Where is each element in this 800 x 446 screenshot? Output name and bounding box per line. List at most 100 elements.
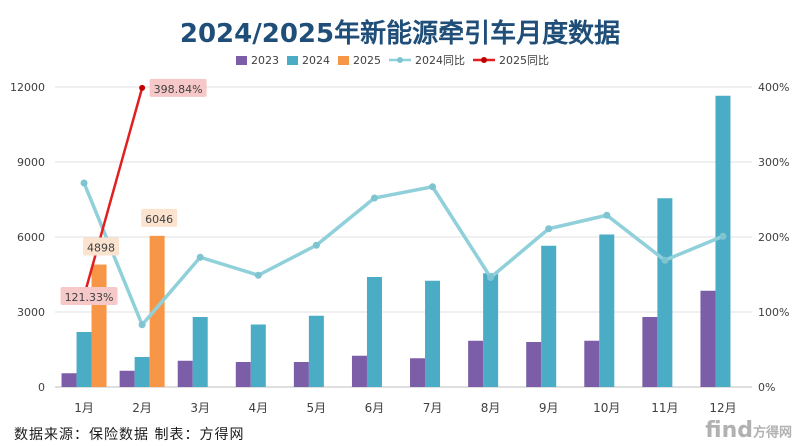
- point-2024同比: [661, 256, 669, 264]
- legend-label: 2023: [251, 54, 279, 67]
- legend-item: 2024: [287, 54, 330, 67]
- bar-2025-label-text: 6046: [145, 213, 173, 226]
- legend-item: 2025: [338, 54, 381, 67]
- bar-2025: [91, 264, 107, 387]
- line-2025-label-text: 121.33%: [65, 291, 114, 304]
- bar-2025-label-text: 4898: [87, 242, 115, 255]
- line-2025-label-box: [149, 78, 207, 97]
- left-tick-label: 0: [38, 381, 45, 394]
- legend-swatch: [236, 56, 247, 65]
- bar-2025-label: 6046: [141, 208, 178, 227]
- line-2025-label-text: 398.84%: [154, 83, 203, 96]
- line-2025同比: [82, 87, 144, 297]
- line-2025-label: 398.84%: [149, 78, 207, 97]
- left-tick-label: 9000: [17, 156, 45, 169]
- logo-sub: 方得网: [752, 425, 792, 441]
- left-tick-label: 6000: [17, 231, 45, 244]
- legend-marker: [481, 57, 487, 63]
- x-tick-label: 11月: [651, 401, 678, 415]
- bar-2024: [483, 273, 499, 387]
- data-labels: 4898 6046 121.33% 398.84%: [60, 78, 207, 306]
- bar-2024: [541, 245, 557, 387]
- x-tick-label: 5月: [307, 401, 327, 415]
- bar-2024: [657, 198, 673, 387]
- legend-label: 2024: [302, 54, 330, 67]
- point-2024同比: [312, 241, 320, 249]
- legend-item: 2025同比: [473, 54, 549, 67]
- x-tick-label: 2月: [132, 401, 152, 415]
- bar-2023: [584, 340, 600, 387]
- bar-2023: [410, 358, 426, 387]
- bar-2023: [293, 362, 309, 387]
- bar-2024: [308, 315, 324, 387]
- chart-title: 2024/2025年新能源牵引车月度数据: [180, 18, 620, 49]
- line-2025-label: 121.33%: [60, 287, 118, 306]
- right-y-axis: 0% 100% 200% 300% 400%: [758, 81, 789, 394]
- legend-marker: [397, 57, 403, 63]
- legend-label: 2025同比: [499, 54, 549, 67]
- x-tick-label: 9月: [539, 401, 559, 415]
- bar-2023: [119, 370, 135, 387]
- line-2024同比: [82, 182, 724, 327]
- bar-2025-label-box: [83, 237, 120, 256]
- right-tick-label: 0%: [758, 381, 775, 394]
- point-2024同比: [719, 232, 727, 240]
- right-tick-label: 400%: [758, 81, 789, 94]
- x-tick-label: 1月: [74, 401, 94, 415]
- legend: 2023 2024 2025 2024同比 2025同比: [236, 54, 549, 67]
- bar-2024: [134, 357, 150, 387]
- bar-2024: [599, 234, 615, 387]
- point-2024同比: [429, 183, 437, 191]
- x-tick-label: 6月: [365, 401, 385, 415]
- bar-2023: [468, 340, 484, 387]
- lines: [80, 84, 727, 329]
- x-tick-label: 8月: [481, 401, 501, 415]
- left-y-axis: 0 3000 6000 9000 12000: [10, 81, 45, 394]
- right-tick-label: 100%: [758, 306, 789, 319]
- legend-swatch: [287, 56, 298, 65]
- bar-2023: [642, 317, 658, 387]
- bar-2023: [351, 355, 367, 387]
- legend-item: 2023: [236, 54, 279, 67]
- point-2024同比: [545, 225, 553, 233]
- bar-2023: [235, 362, 251, 387]
- bar-2023: [526, 342, 542, 387]
- bar-2025: [149, 235, 165, 387]
- x-axis: 1月 2月 3月 4月 5月 6月 7月 8月 9月 10月 11月 12月: [74, 401, 736, 415]
- logo-watermark: find方得网: [705, 418, 792, 443]
- legend-label: 2025: [353, 54, 381, 67]
- bar-2024: [366, 277, 382, 387]
- right-tick-label: 300%: [758, 156, 789, 169]
- right-tick-label: 200%: [758, 231, 789, 244]
- x-tick-label: 7月: [423, 401, 443, 415]
- x-tick-label: 10月: [593, 401, 620, 415]
- point-2024同比: [487, 274, 495, 281]
- bar-2023: [61, 373, 77, 387]
- x-tick-label: 3月: [190, 401, 210, 415]
- bar-2024: [250, 324, 266, 387]
- bar-2024: [192, 317, 208, 387]
- logo-text: find: [705, 418, 753, 443]
- x-tick-label: 4月: [248, 401, 268, 415]
- legend-item: 2024同比: [389, 54, 465, 67]
- bar-2025-label: 4898: [83, 237, 120, 256]
- bar-2024: [425, 280, 441, 387]
- bar-2024: [715, 95, 731, 387]
- x-tick-label: 12月: [709, 401, 736, 415]
- source-note: 数据来源：保险数据 制表：方得网: [14, 427, 245, 443]
- bars: [61, 95, 731, 387]
- point-2024同比: [254, 271, 262, 279]
- bar-2024: [76, 332, 92, 387]
- line-2025-label-box: [60, 287, 118, 306]
- point-2024同比: [80, 179, 88, 187]
- legend-label: 2024同比: [415, 54, 465, 67]
- bar-2025-label-box: [141, 208, 178, 227]
- bar-2023: [177, 360, 193, 387]
- bar-2023: [700, 290, 716, 387]
- point-2024同比: [138, 321, 146, 329]
- legend-swatch: [338, 56, 349, 65]
- point-2024同比: [370, 194, 378, 202]
- point-2024同比: [603, 211, 611, 219]
- left-tick-label: 12000: [10, 81, 45, 94]
